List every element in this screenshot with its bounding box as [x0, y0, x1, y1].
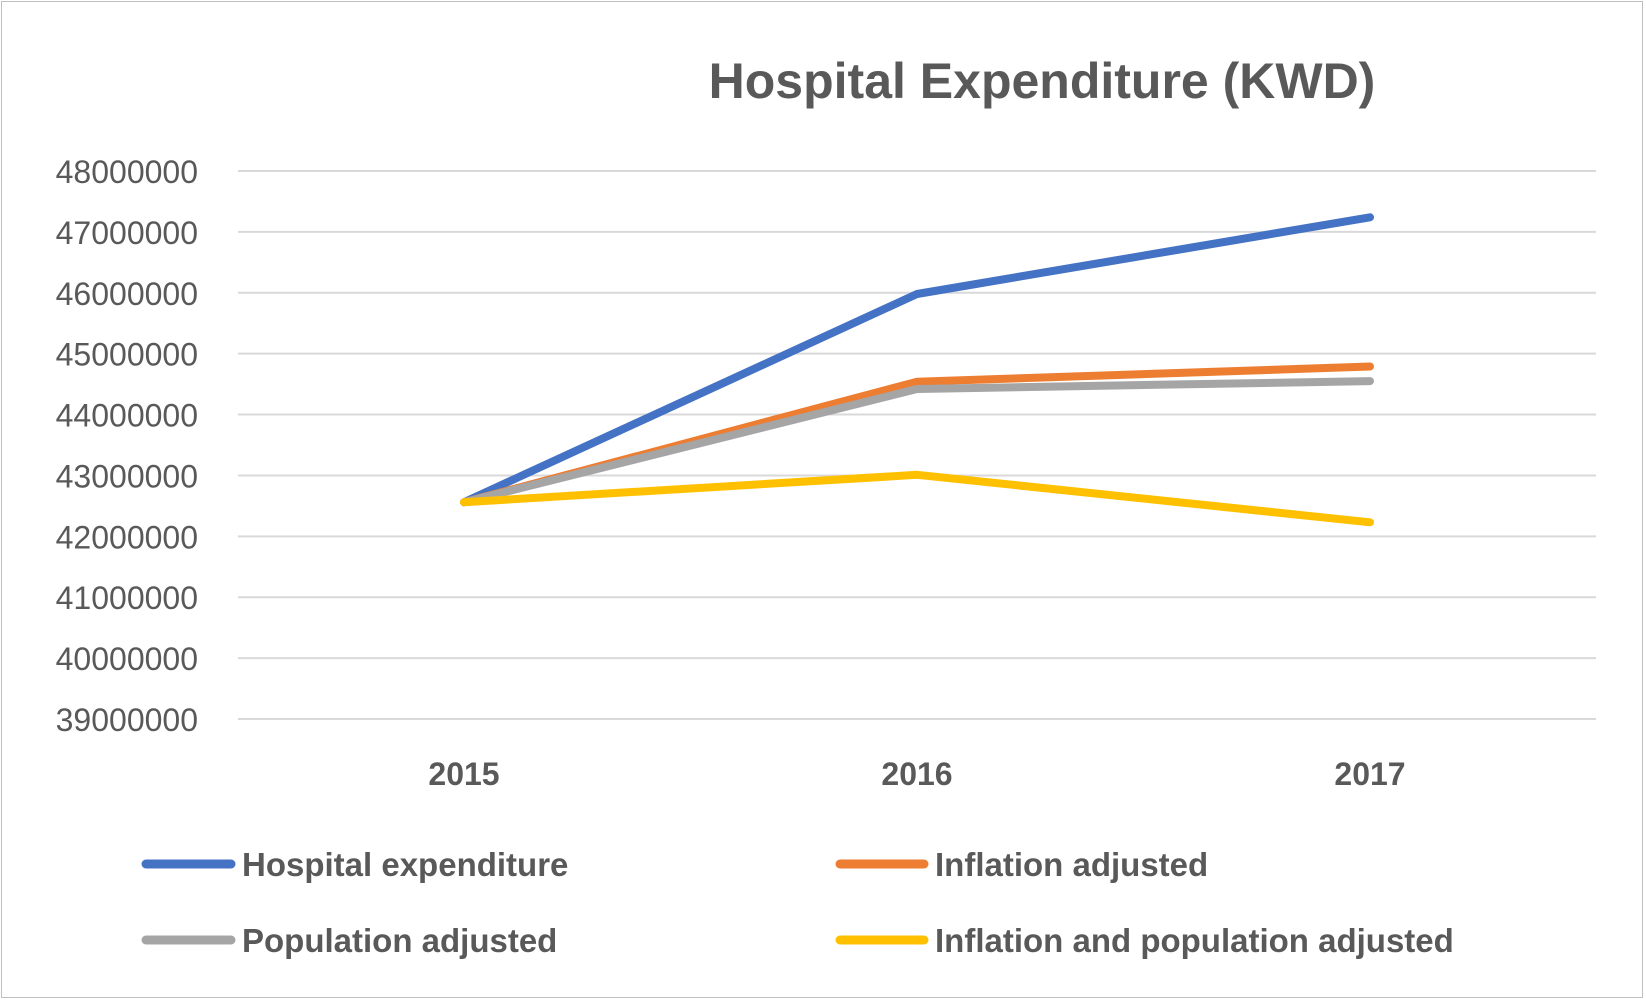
x-axis-ticks: 2015 2016 2017: [428, 756, 1405, 792]
chart-title: Hospital Expenditure (KWD): [709, 53, 1376, 109]
y-tick-label: 40000000: [56, 641, 198, 677]
x-tick-label: 2017: [1334, 756, 1405, 792]
series-layer: [460, 213, 1374, 527]
y-tick-label: 39000000: [56, 702, 198, 738]
legend-label: Inflation adjusted: [935, 846, 1208, 883]
legend-item: Hospital expenditure: [141, 846, 568, 883]
series-line-1: [460, 213, 1374, 507]
grid-layer: [238, 170, 1596, 720]
series-line-4: [460, 470, 1374, 527]
legend-item: Population adjusted: [141, 922, 557, 959]
y-tick-label: 41000000: [56, 580, 198, 616]
y-tick-label: 47000000: [56, 215, 198, 251]
y-tick-label: 42000000: [56, 519, 198, 555]
legend-item: Inflation and population adjusted: [835, 922, 1454, 959]
y-tick-label: 46000000: [56, 276, 198, 312]
y-tick-label: 44000000: [56, 398, 198, 434]
y-axis-ticks: 39000000 40000000 41000000 42000000 43000000…: [56, 154, 198, 738]
legend-item: Inflation adjusted: [835, 846, 1208, 883]
y-tick-label: 43000000: [56, 458, 198, 494]
x-tick-label: 2015: [428, 756, 499, 792]
series-line-3: [460, 377, 1374, 507]
legend-label: Population adjusted: [242, 922, 557, 959]
legend: Hospital expenditure Inflation adjusted Po…: [141, 846, 1454, 959]
y-tick-label: 45000000: [56, 337, 198, 373]
legend-label: Inflation and population adjusted: [935, 922, 1454, 959]
x-tick-label: 2016: [881, 756, 952, 792]
legend-label: Hospital expenditure: [242, 846, 568, 883]
y-tick-label: 48000000: [56, 154, 198, 190]
